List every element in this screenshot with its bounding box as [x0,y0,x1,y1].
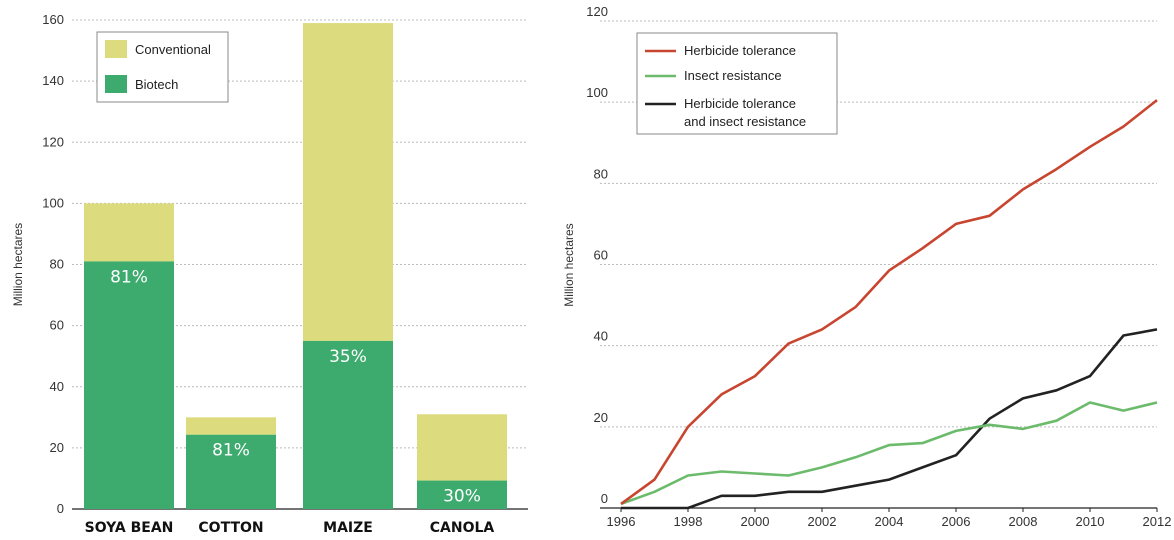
bar-y-tick-label: 40 [50,379,64,394]
bar-percent-label: 30% [443,487,481,507]
line-y-tick-label: 0 [601,491,608,506]
bar-biotech [186,434,276,509]
bar-biotech [417,480,507,509]
bar-percent-label: 81% [110,267,148,287]
bar-category-label: CANOLA [430,520,495,536]
bar-y-tick-label: 20 [50,440,64,455]
line-y-tick-label: 40 [594,329,608,344]
legend-label-biotech: Biotech [135,77,178,92]
bar-conventional [303,23,393,341]
bar-biotech [303,340,393,509]
line-x-tick-label: 2012 [1143,514,1172,529]
bar-category-label: SOYA BEAN [85,520,174,536]
bar-y-tick-label: 120 [42,134,64,149]
bar-y-tick-label: 0 [57,501,64,516]
legend-swatch-conventional [105,40,127,58]
line-series-herbicide-tolerance [620,99,1158,505]
bar-category-label: MAIZE [323,520,373,536]
bar-legend: Conventional Biotech [96,31,229,103]
line-x-tick-label: 2010 [1076,514,1105,529]
bar-percent-label: 81% [212,441,250,461]
line-series-stacked-traits [621,328,1158,510]
line-x-tick-label: 2000 [741,514,770,529]
line-y-tick-label: 80 [594,166,608,181]
line-x-tick-label: 1998 [674,514,703,529]
bar-conventional [417,414,507,481]
legend-label-herbicide: Herbicide tolerance [684,43,796,58]
bar-biotech [84,261,174,509]
bar-y-tick-label: 140 [42,73,64,88]
legend-swatch-biotech [105,75,127,93]
bar-y-tick-label: 80 [50,257,64,272]
bar-y-axis-title: Million hectares [11,223,25,306]
bar-y-tick-label: 60 [50,318,64,333]
line-x-tick-label: 1996 [607,514,636,529]
legend-label-insect: Insect resistance [684,68,782,83]
bar-conventional [84,203,174,262]
line-legend: Herbicide tolerance Insect resistance Herb… [636,32,838,135]
line-y-tick-label: 60 [594,248,608,263]
line-x-tick-label: 2004 [875,514,904,529]
bar-category-label: COTTON [198,520,263,536]
legend-label-conventional: Conventional [135,42,211,57]
bar-conventional [186,417,276,435]
legend-label-stacked-line1: Herbicide tolerance [684,96,796,111]
bar-percent-label: 35% [329,347,367,367]
legend-label-stacked-line2: and insect resistance [684,114,806,129]
bar-y-tick-label: 100 [42,195,64,210]
line-y-tick-label: 100 [586,85,608,100]
line-x-tick-label: 2006 [942,514,971,529]
line-x-tick-label: 2008 [1009,514,1038,529]
line-y-tick-label: 120 [586,4,608,19]
line-y-tick-label: 20 [594,410,608,425]
line-y-axis-title: Million hectares [562,223,576,306]
bar-y-tick-label: 160 [42,12,64,27]
line-x-tick-label: 2002 [808,514,837,529]
line-series-insect-resistance [620,401,1158,506]
